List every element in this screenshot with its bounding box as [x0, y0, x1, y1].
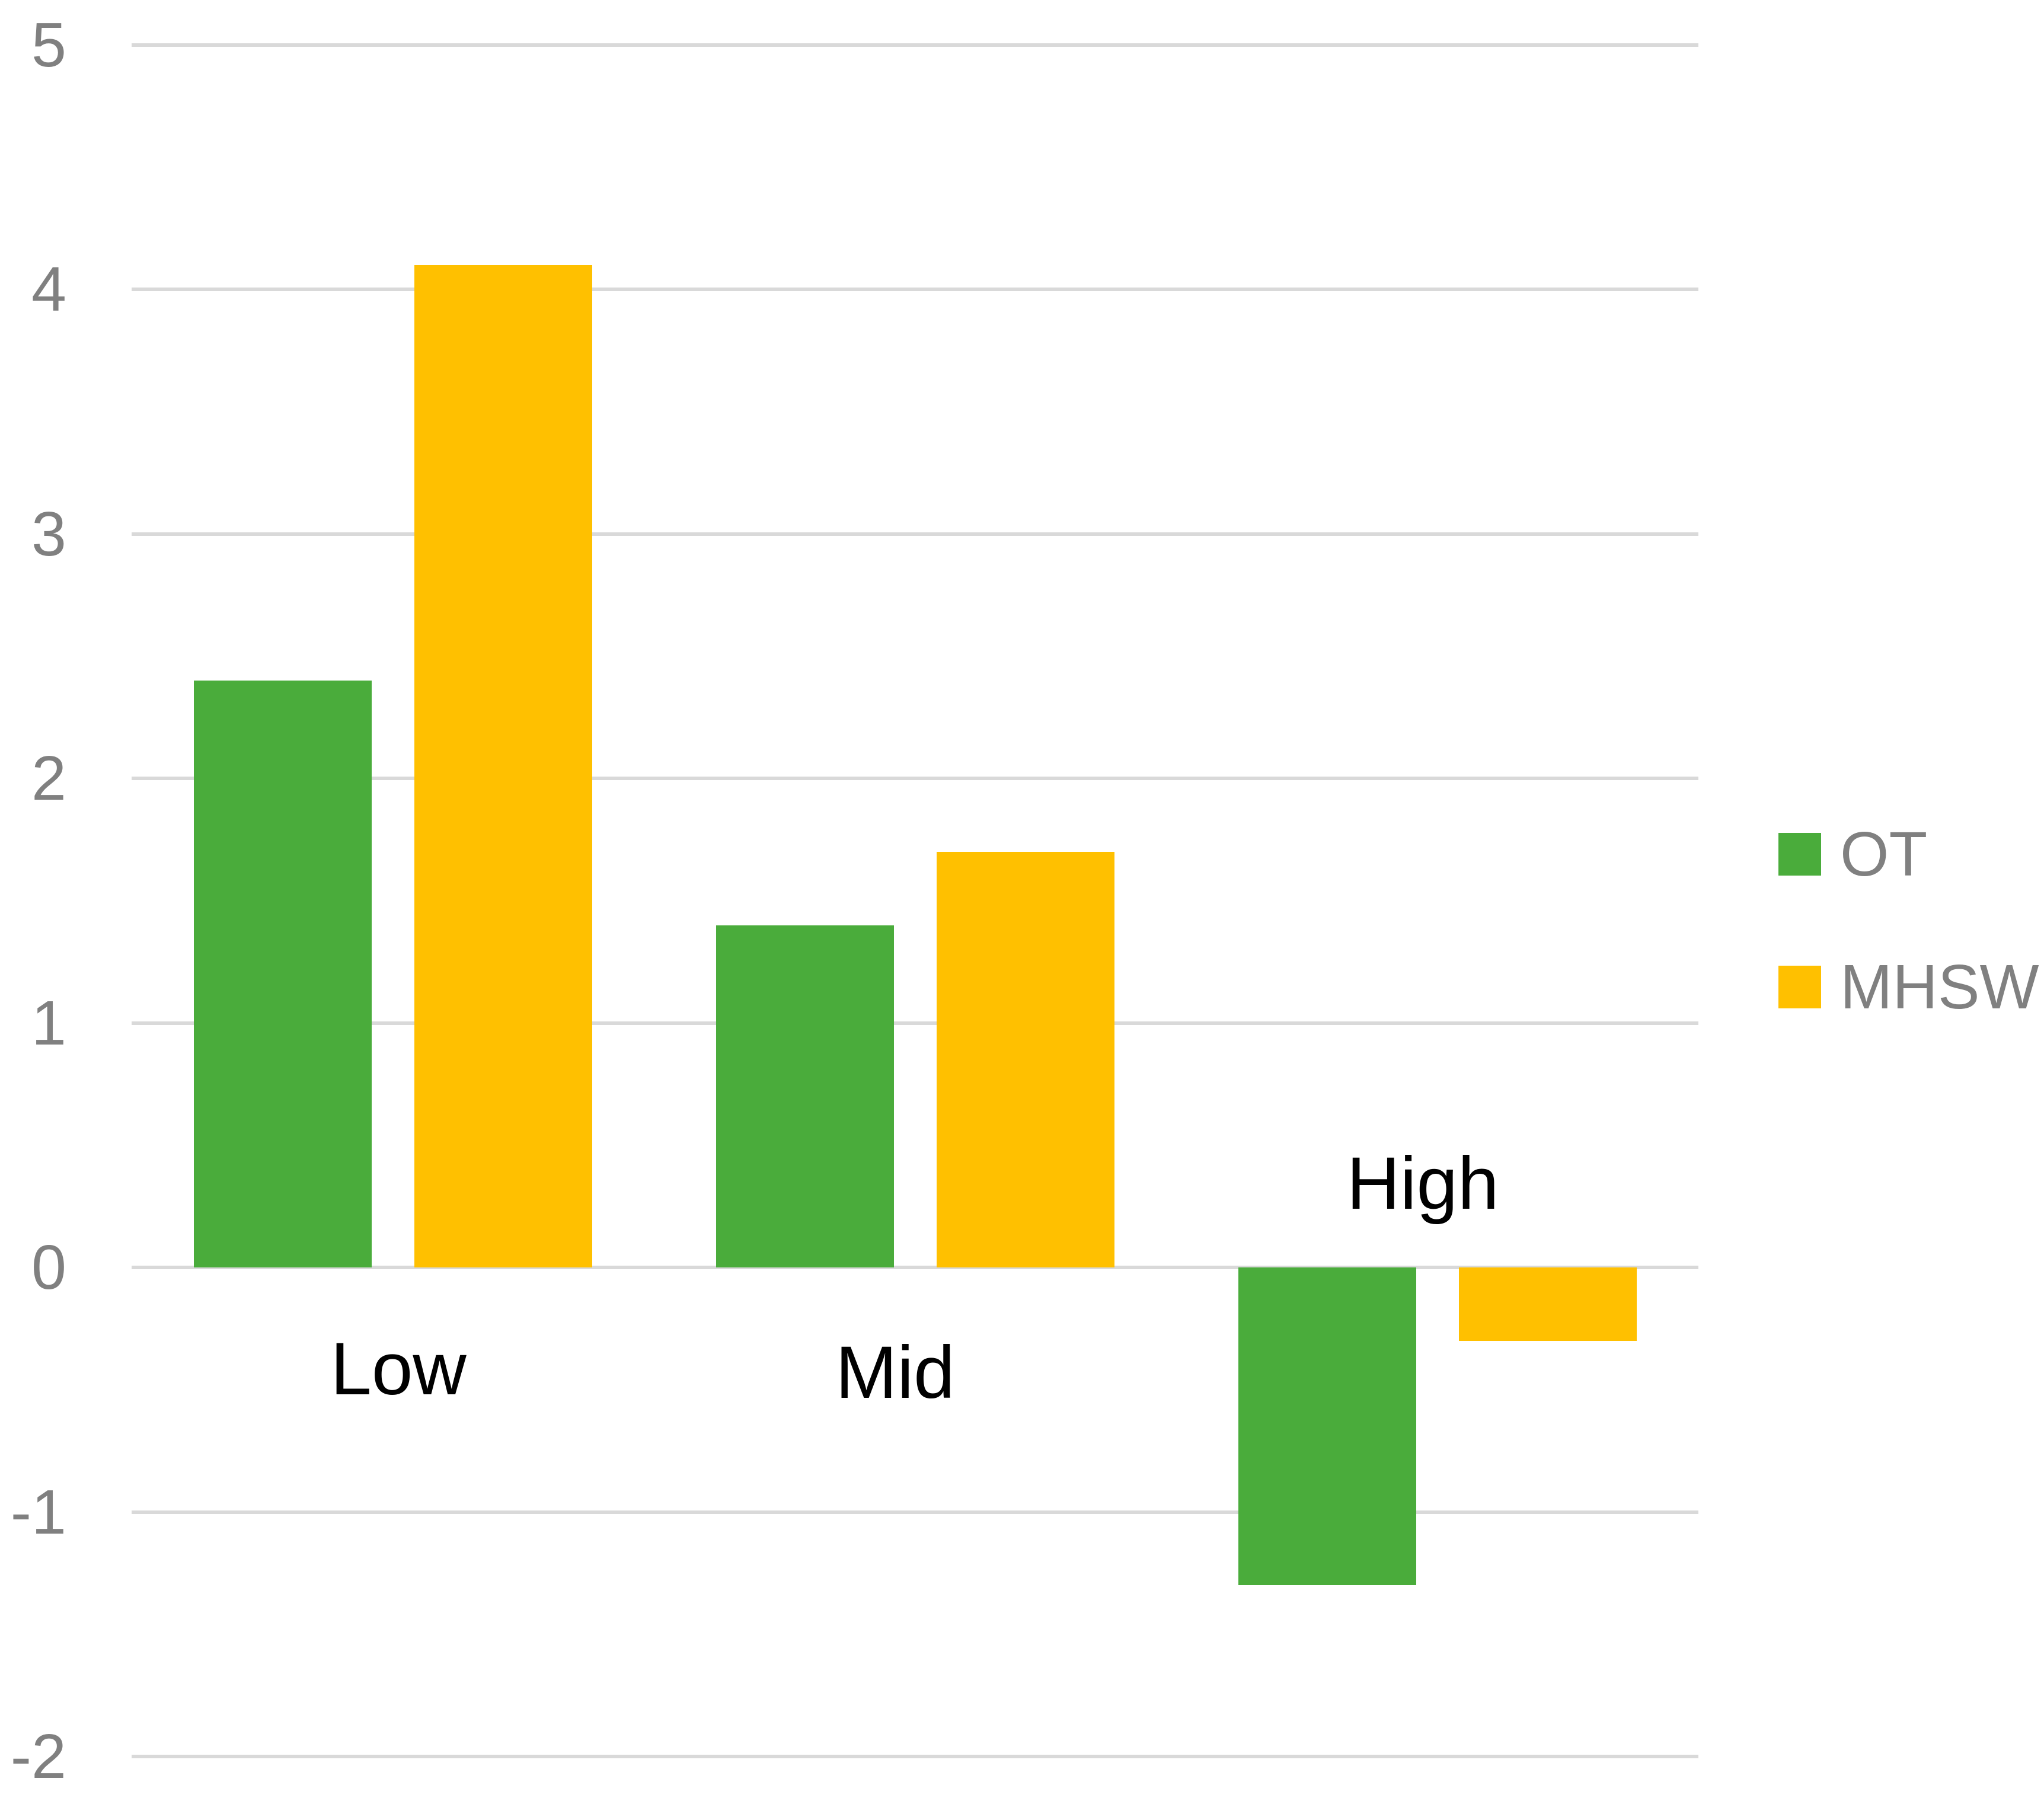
category-label-mid: Mid: [835, 1331, 955, 1414]
legend-swatch-ot: [1778, 833, 1821, 876]
y-tick-label-1: 1: [31, 988, 66, 1058]
chart-legend: OT MHSW: [1778, 823, 2039, 1018]
y-tick-label-5: 5: [31, 9, 66, 80]
y-gridline-3: [132, 532, 1698, 536]
category-label-high: High: [1346, 1142, 1499, 1225]
y-gridline-4: [132, 288, 1698, 291]
legend-label-mhsw: MHSW: [1840, 952, 2039, 1022]
y-tick-label-0: 0: [31, 1232, 66, 1302]
y-gridline--1: [132, 1510, 1698, 1514]
bar-ot-mid: [716, 925, 894, 1267]
bar-mhsw-mid: [936, 851, 1114, 1267]
legend-swatch-mhsw: [1778, 966, 1821, 1008]
legend-label-ot: OT: [1840, 819, 1928, 889]
legend-item-ot: OT: [1778, 823, 2039, 886]
y-tick-label-4: 4: [31, 254, 66, 324]
y-tick-label--1: -1: [10, 1477, 66, 1547]
legend-item-mhsw: MHSW: [1778, 956, 2039, 1018]
bar-ot-low: [193, 681, 372, 1267]
y-gridline-5: [132, 43, 1698, 47]
bar-ot-high: [1238, 1267, 1416, 1586]
y-tick-label-2: 2: [31, 743, 66, 813]
bar-mhsw-high: [1458, 1267, 1637, 1341]
category-label-low: Low: [330, 1328, 467, 1410]
bar-mhsw-low: [414, 264, 592, 1267]
y-gridline--2: [132, 1755, 1698, 1758]
y-tick-label--2: -2: [10, 1722, 66, 1791]
y-tick-label-3: 3: [31, 499, 66, 569]
